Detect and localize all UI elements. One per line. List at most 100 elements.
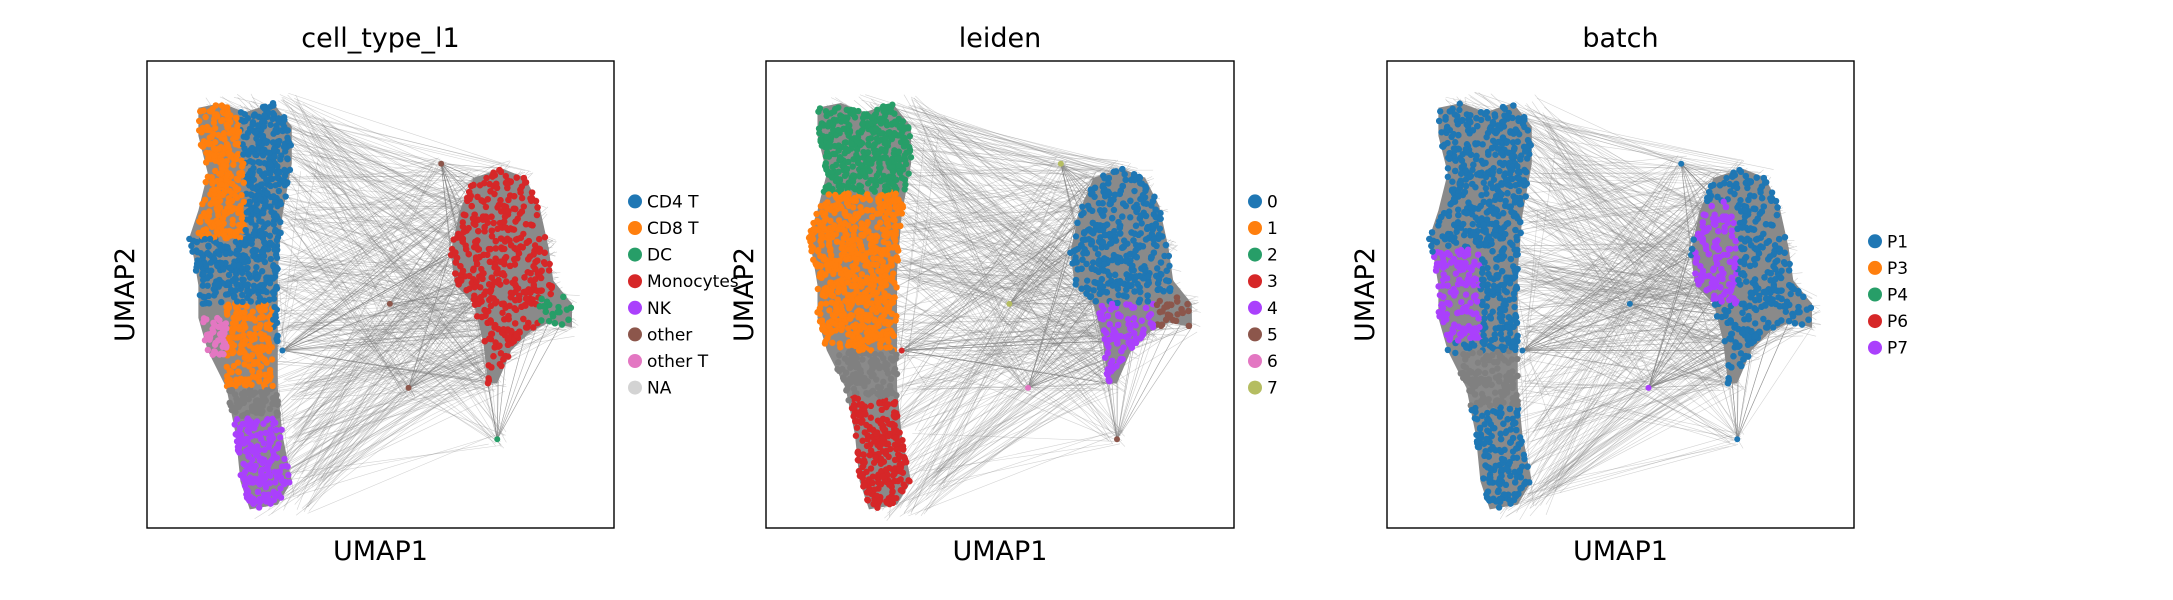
- cell-point: [201, 235, 209, 243]
- cell-point: [260, 223, 268, 231]
- cell-point: [869, 207, 876, 214]
- graph-edge: [897, 108, 1101, 313]
- graph-edge: [922, 111, 1094, 170]
- graph-edge: [294, 295, 474, 505]
- cell-point: [522, 295, 530, 302]
- cell-point: [266, 149, 273, 157]
- cell-point: [507, 289, 515, 297]
- cell-point: [230, 161, 237, 168]
- cell-point: [223, 111, 231, 118]
- cell-point: [859, 471, 866, 478]
- cell-point: [870, 261, 877, 268]
- graph-edge: [920, 156, 1123, 434]
- graph-edge: [912, 217, 1072, 225]
- cell-point: [530, 324, 537, 331]
- graph-edge: [320, 356, 518, 479]
- graph-edge: [907, 345, 1135, 504]
- cell-point: [269, 448, 277, 455]
- cell-point: [254, 479, 262, 486]
- graph-edge: [296, 169, 434, 510]
- cell-point: [885, 481, 893, 488]
- cell-point: [520, 315, 527, 323]
- cell-point: [496, 166, 503, 174]
- cell-point: [847, 245, 855, 253]
- cell-point: [854, 379, 861, 386]
- cell-point: [900, 143, 908, 150]
- graph-edge: [912, 295, 1004, 509]
- cell-point: [883, 331, 890, 338]
- cell-point: [470, 266, 477, 274]
- cell-point: [219, 280, 227, 287]
- cell-point: [1115, 291, 1122, 299]
- cell-point: [879, 473, 887, 480]
- cell-point: [264, 416, 271, 423]
- cell-point: [218, 329, 226, 336]
- cell-point: [244, 409, 251, 417]
- cell-point: [224, 142, 232, 150]
- graph-edge: [902, 106, 1111, 432]
- cell-point: [843, 118, 850, 125]
- graph-edge: [918, 376, 1036, 393]
- cell-point: [199, 276, 207, 284]
- cell-point: [883, 186, 890, 193]
- cell-point: [270, 221, 277, 228]
- cell-point: [543, 298, 551, 305]
- graph-edge: [912, 162, 1113, 280]
- graph-edge: [1116, 303, 1193, 440]
- graph-edge: [901, 340, 1103, 351]
- graph-edge: [889, 300, 1002, 481]
- cell-point: [876, 364, 883, 372]
- cell-point: [817, 138, 824, 145]
- cell-point: [859, 356, 866, 363]
- graph-edge: [932, 171, 1097, 430]
- graph-edge: [295, 94, 400, 298]
- cell-point: [888, 300, 895, 307]
- graph-edge: [389, 303, 498, 384]
- cell-point: [535, 235, 543, 243]
- cell-point: [223, 372, 231, 380]
- cell-point: [830, 270, 837, 278]
- graph-edge: [268, 384, 402, 486]
- cell-point: [226, 387, 233, 394]
- cell-point: [276, 434, 284, 441]
- graph-edge: [928, 209, 1071, 438]
- graph-edge: [941, 345, 1111, 482]
- cell-point: [895, 161, 903, 169]
- legend-label: Monocytes: [647, 272, 739, 292]
- cell-point: [858, 271, 865, 278]
- graph-edge: [252, 101, 502, 383]
- cell-point: [866, 451, 873, 459]
- cell-point: [854, 308, 861, 316]
- cell-point: [267, 255, 275, 263]
- cell-point: [890, 495, 898, 502]
- cell-point: [857, 369, 865, 377]
- cell-point: [281, 166, 288, 174]
- cell-point: [828, 291, 835, 299]
- graph-edge: [282, 252, 451, 351]
- graph-edge: [299, 284, 454, 387]
- graph-edge: [908, 434, 1117, 517]
- cell-point: [246, 342, 253, 349]
- cell-point: [261, 202, 269, 210]
- graph-edge: [294, 98, 477, 176]
- cell-point: [224, 171, 231, 179]
- cell-point: [253, 264, 260, 271]
- cell-point: [278, 463, 286, 470]
- cell-point: [510, 338, 518, 345]
- cell-point: [521, 274, 528, 281]
- cell-point: [266, 369, 274, 377]
- cell-point: [459, 223, 467, 230]
- graph-edge: [1027, 210, 1080, 388]
- cell-point: [869, 479, 876, 487]
- graph-edge: [1060, 163, 1122, 169]
- graph-edge: [901, 210, 1080, 351]
- cell-point: [267, 274, 275, 281]
- cell-point: [541, 234, 549, 241]
- hub-node: [494, 436, 501, 443]
- cell-point: [1090, 287, 1097, 294]
- cell-point: [879, 425, 887, 433]
- cell-point: [258, 343, 265, 350]
- cell-point: [490, 295, 497, 302]
- graph-edge: [408, 303, 475, 389]
- cell-point: [236, 234, 244, 242]
